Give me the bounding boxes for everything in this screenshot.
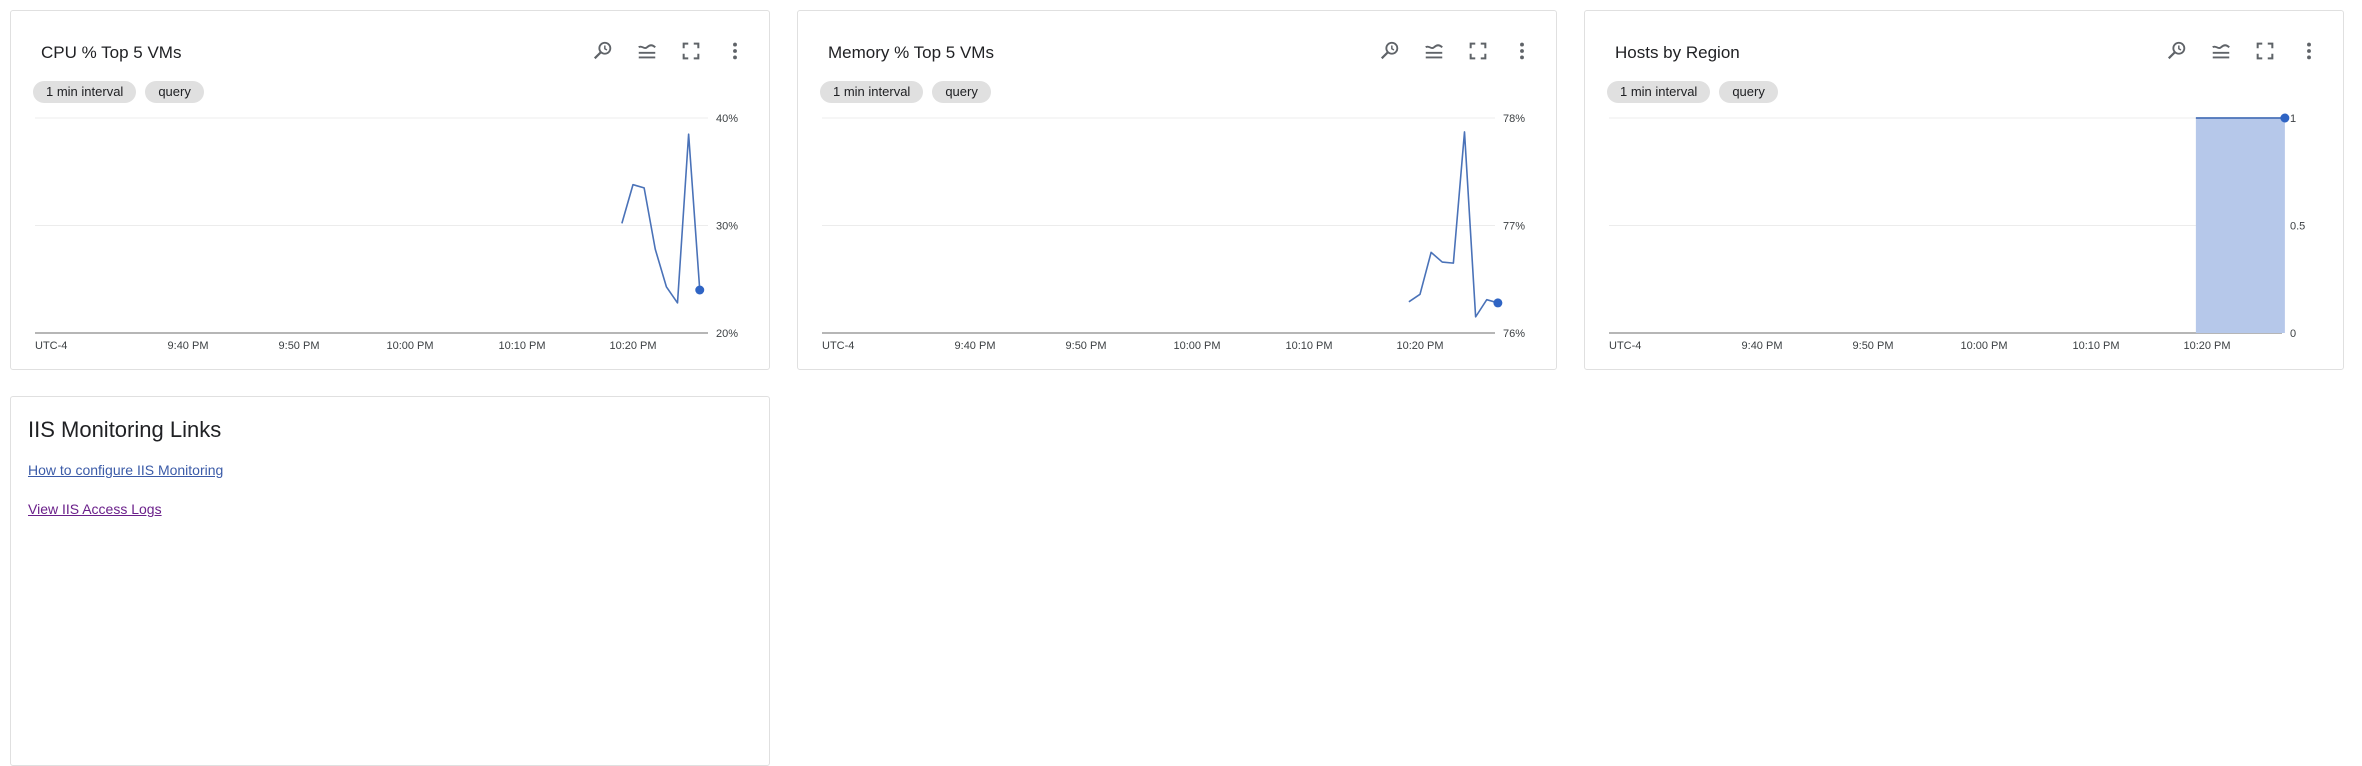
configure-iis-link[interactable]: How to configure IIS Monitoring bbox=[28, 462, 224, 478]
y-tick-label: 78% bbox=[1503, 113, 1525, 125]
x-tick-label: 9:40 PM bbox=[168, 340, 209, 352]
x-tick-label: 9:50 PM bbox=[1066, 340, 1107, 352]
y-tick-label: 76% bbox=[1503, 328, 1525, 340]
hosts-chart-card: Hosts by Region 1 min interval query 1 0.… bbox=[1584, 10, 2344, 370]
interval-chip[interactable]: 1 min interval bbox=[33, 81, 137, 103]
x-tick-label: 10:10 PM bbox=[498, 340, 545, 352]
hosts-chart: 1 0.5 0 UTC-4 9:40 PM 9:50 PM 10:00 PM 10:10 PM… bbox=[1609, 113, 2305, 352]
y-tick-label: 1 bbox=[2290, 113, 2296, 125]
more-vert-button[interactable] bbox=[721, 39, 749, 67]
fullscreen-button[interactable] bbox=[1464, 39, 1492, 67]
more-vert-button[interactable] bbox=[2295, 39, 2323, 67]
x-tick-label: 10:00 PM bbox=[1960, 340, 2007, 352]
chip-row: 1 min interval query bbox=[820, 81, 991, 103]
x-tick-label: 10:20 PM bbox=[1396, 340, 1443, 352]
y-tick-label: 0.5 bbox=[2290, 221, 2305, 233]
card-toolbar bbox=[1376, 39, 1536, 67]
fullscreen-icon bbox=[1467, 40, 1489, 67]
more-vert-icon bbox=[2298, 40, 2320, 67]
cpu-chart-card: CPU % Top 5 VMs 1 min interval query 40%… bbox=[10, 10, 770, 370]
card-toolbar bbox=[589, 39, 749, 67]
fullscreen-button[interactable] bbox=[2251, 39, 2279, 67]
search-history-button[interactable] bbox=[1376, 39, 1404, 67]
more-vert-icon bbox=[724, 40, 746, 67]
x-tick-label: 9:50 PM bbox=[279, 340, 320, 352]
series-line bbox=[1408, 131, 1499, 318]
search-history-button[interactable] bbox=[2163, 39, 2191, 67]
query-chip[interactable]: query bbox=[145, 81, 204, 103]
fullscreen-icon bbox=[2254, 40, 2276, 67]
latest-point bbox=[1493, 298, 1503, 308]
area-fill bbox=[2195, 118, 2285, 333]
interval-chip[interactable]: 1 min interval bbox=[1607, 81, 1711, 103]
iis-access-logs-link[interactable]: View IIS Access Logs bbox=[28, 501, 162, 517]
x-tick-label: 9:50 PM bbox=[1853, 340, 1894, 352]
search-history-button[interactable] bbox=[589, 39, 617, 67]
legend-button[interactable] bbox=[2207, 39, 2235, 67]
legend-icon bbox=[636, 40, 658, 67]
y-tick-label: 40% bbox=[716, 113, 738, 125]
legend-button[interactable] bbox=[1420, 39, 1448, 67]
x-tick-label: 10:00 PM bbox=[386, 340, 433, 352]
x-tick-label: 10:10 PM bbox=[1285, 340, 1332, 352]
y-tick-label: 0 bbox=[2290, 328, 2296, 340]
legend-button[interactable] bbox=[633, 39, 661, 67]
more-vert-icon bbox=[1511, 40, 1533, 67]
x-tick-label: 10:20 PM bbox=[2183, 340, 2230, 352]
more-vert-button[interactable] bbox=[1508, 39, 1536, 67]
chip-row: 1 min interval query bbox=[1607, 81, 1778, 103]
x-tick-label: UTC-4 bbox=[822, 340, 854, 352]
y-tick-label: 20% bbox=[716, 328, 738, 340]
y-tick-label: 77% bbox=[1503, 221, 1525, 233]
card-toolbar bbox=[2163, 39, 2323, 67]
series-line bbox=[621, 133, 701, 304]
query-chip[interactable]: query bbox=[932, 81, 991, 103]
interval-chip[interactable]: 1 min interval bbox=[820, 81, 924, 103]
latest-point bbox=[695, 285, 705, 295]
x-tick-label: 10:10 PM bbox=[2072, 340, 2119, 352]
legend-icon bbox=[2210, 40, 2232, 67]
legend-icon bbox=[1423, 40, 1445, 67]
card-title: Memory % Top 5 VMs bbox=[828, 43, 994, 62]
x-tick-label: 10:20 PM bbox=[609, 340, 656, 352]
card-title: Hosts by Region bbox=[1615, 43, 1740, 62]
x-tick-label: UTC-4 bbox=[1609, 340, 1641, 352]
search-history-icon bbox=[1379, 40, 1401, 67]
fullscreen-button[interactable] bbox=[677, 39, 705, 67]
chip-row: 1 min interval query bbox=[33, 81, 204, 103]
x-tick-label: 10:00 PM bbox=[1173, 340, 1220, 352]
card-title: CPU % Top 5 VMs bbox=[41, 43, 182, 62]
iis-links-card: IIS Monitoring Links How to configure II… bbox=[10, 396, 770, 766]
search-history-icon bbox=[2166, 40, 2188, 67]
x-tick-label: 9:40 PM bbox=[955, 340, 996, 352]
cpu-chart: 40% 30% 20% UTC-4 9:40 PM 9:50 PM 10:00 PM 10:1… bbox=[35, 113, 738, 352]
search-history-icon bbox=[592, 40, 614, 67]
links-title: IIS Monitoring Links bbox=[28, 417, 222, 442]
query-chip[interactable]: query bbox=[1719, 81, 1778, 103]
latest-point bbox=[2280, 113, 2290, 123]
memory-chart: 78% 77% 76% UTC-4 9:40 PM 9:50 PM 10:00 PM 10:1… bbox=[822, 113, 1525, 352]
fullscreen-icon bbox=[680, 40, 702, 67]
x-tick-label: 9:40 PM bbox=[1742, 340, 1783, 352]
y-tick-label: 30% bbox=[716, 221, 738, 233]
memory-chart-card: Memory % Top 5 VMs 1 min interval query … bbox=[797, 10, 1557, 370]
x-tick-label: UTC-4 bbox=[35, 340, 67, 352]
